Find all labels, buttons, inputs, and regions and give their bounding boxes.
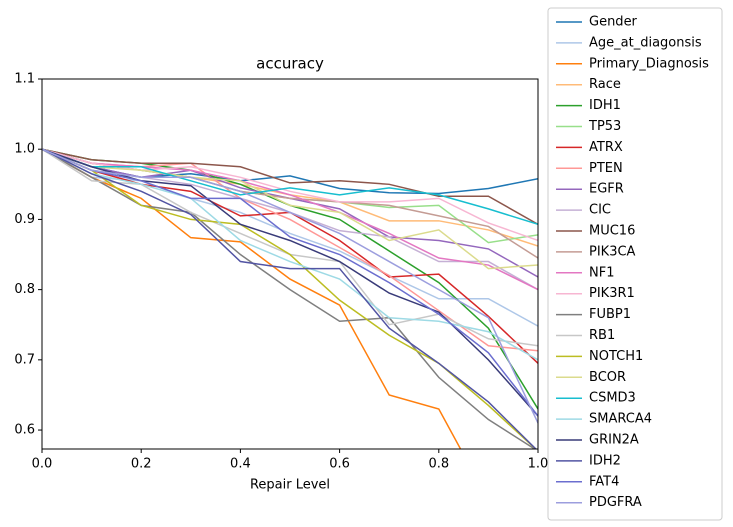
legend-label: TP53 (588, 119, 621, 134)
series-line (42, 148, 538, 291)
series-line (42, 148, 538, 361)
legend-label: EGFR (589, 182, 624, 197)
x-tick-label: 1.0 (528, 457, 549, 472)
series-line (42, 148, 538, 242)
legend-label: BCOR (589, 370, 626, 385)
legend-label: MUC16 (589, 224, 635, 239)
y-tick-label: 0.6 (14, 423, 35, 438)
legend-label: FUBP1 (589, 307, 631, 322)
series-line (42, 148, 537, 449)
series-line (42, 148, 537, 449)
legend-frame (547, 7, 723, 521)
legend-label: Race (589, 77, 621, 92)
legend-label: SMARCA4 (589, 412, 652, 427)
plot-frame (41, 78, 539, 450)
series-line (42, 148, 538, 364)
legend-label: GRIN2A (589, 433, 639, 448)
y-tick-label: 0.8 (14, 282, 35, 297)
legend-label: Primary_Diagnosis (589, 56, 709, 71)
series-line (42, 148, 538, 270)
legend-label: PTEN (589, 161, 623, 176)
legend-label: IDH2 (589, 453, 621, 468)
series-line (42, 148, 537, 449)
series-line (42, 148, 538, 225)
series-line (42, 148, 538, 226)
legend-label: CIC (589, 203, 611, 218)
x-tick-label: 0.6 (329, 457, 350, 472)
plot-lines (42, 148, 538, 449)
x-tick-label: 0.4 (230, 457, 251, 472)
series-line (42, 148, 462, 449)
series-line (42, 148, 538, 417)
series-line (42, 148, 538, 424)
x-tick-label: 0.2 (131, 457, 152, 472)
legend-label: FAT4 (589, 474, 619, 489)
x-tick-label: 0.0 (32, 457, 53, 472)
legend-label: CSMD3 (589, 391, 636, 406)
x-axis-label: Repair Level (250, 478, 330, 493)
legend-label: PDGFRA (589, 495, 642, 510)
legend-label: ATRX (589, 140, 623, 155)
legend-label: NOTCH1 (589, 349, 643, 364)
chart-title: accuracy (256, 55, 324, 73)
legend-label: IDH1 (589, 98, 621, 113)
series-line (42, 148, 538, 417)
legend-label: RB1 (589, 328, 615, 343)
legend-label: Gender (589, 15, 638, 30)
legend-label: PIK3CA (589, 244, 636, 259)
legend-label: Age_at_diagonsis (589, 35, 702, 50)
x-tick-label: 0.8 (428, 457, 449, 472)
legend-label: NF1 (589, 265, 614, 280)
y-tick-label: 1.0 (14, 142, 35, 157)
y-tick-label: 1.1 (14, 72, 35, 87)
y-tick-label: 0.9 (14, 212, 35, 227)
legend-label: PIK3R1 (589, 286, 635, 301)
y-tick-label: 0.7 (14, 352, 35, 367)
